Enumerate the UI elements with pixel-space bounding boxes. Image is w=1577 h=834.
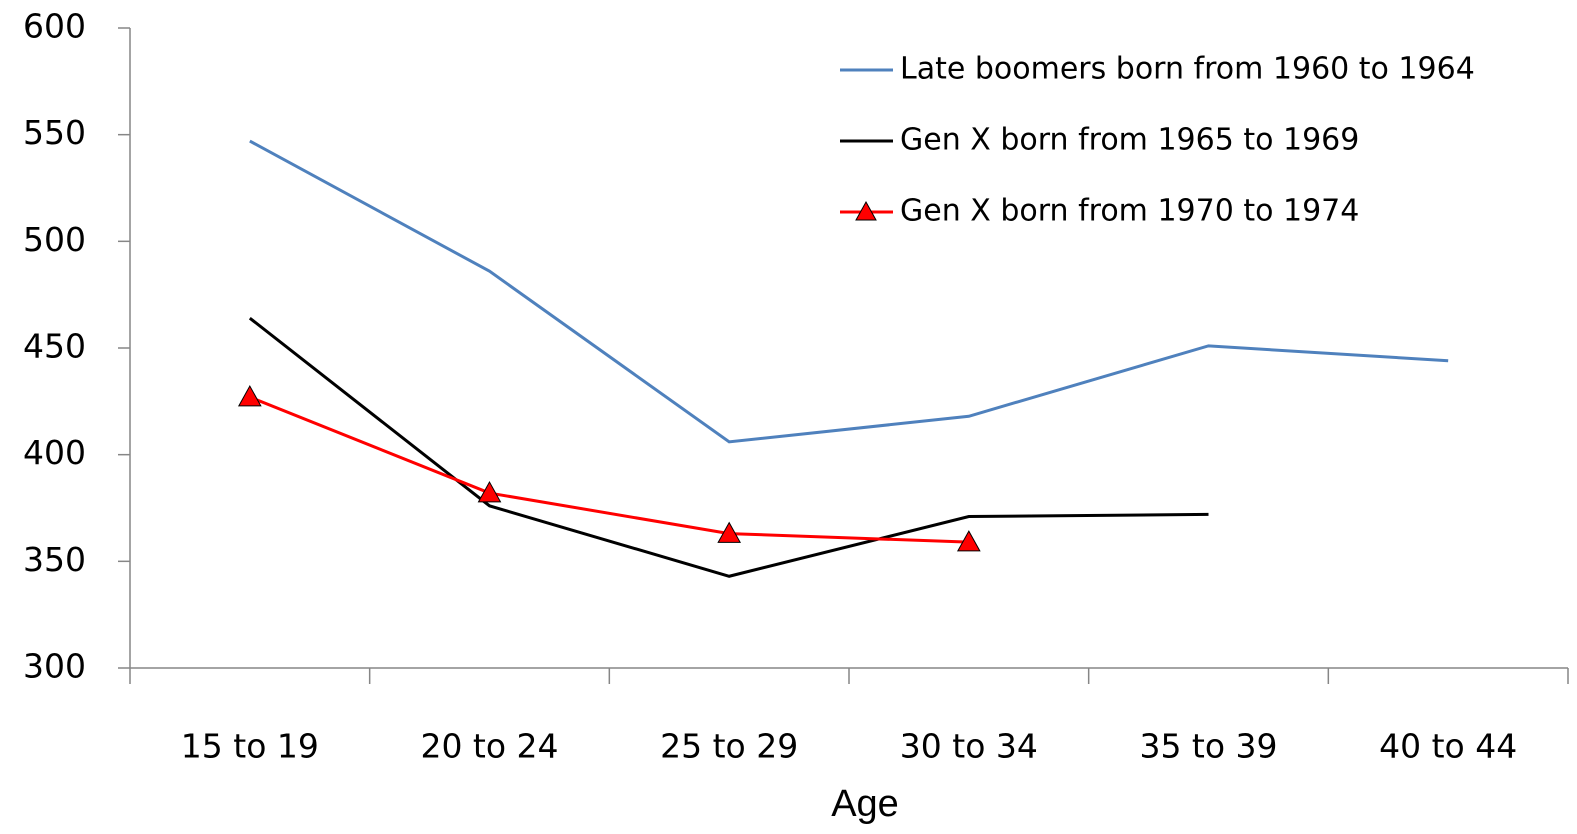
series-line xyxy=(249,395,969,544)
x-tick-label: 20 to 24 xyxy=(420,727,558,766)
point-marker xyxy=(237,385,262,407)
point-marker xyxy=(477,481,502,503)
legend-marker xyxy=(855,200,877,221)
y-tick-label: 450 xyxy=(23,327,86,366)
x-tick-label: 15 to 19 xyxy=(181,727,319,766)
series-line xyxy=(248,316,1209,578)
point-marker xyxy=(717,521,742,543)
legend-label: Late boomers born from 1960 to 1964 xyxy=(900,52,1475,87)
series-line xyxy=(249,139,1449,444)
x-tick-label: 25 to 29 xyxy=(660,727,798,766)
point-marker xyxy=(956,530,981,552)
x-tick-label: 30 to 34 xyxy=(900,727,1038,766)
y-tick-label: 600 xyxy=(23,7,86,46)
legend-label: Gen X born from 1965 to 1969 xyxy=(900,123,1359,158)
y-tick-label: 300 xyxy=(23,647,86,686)
y-tick-label: 350 xyxy=(23,540,86,579)
legend-label: Gen X born from 1970 to 1974 xyxy=(900,194,1359,229)
y-tick-label: 400 xyxy=(23,433,86,472)
y-tick-label: 550 xyxy=(23,113,86,152)
x-tick-label: 40 to 44 xyxy=(1379,727,1517,766)
x-axis-label: Age xyxy=(831,783,899,825)
y-tick-label: 500 xyxy=(23,220,86,259)
x-tick-label: 35 to 39 xyxy=(1139,727,1277,766)
